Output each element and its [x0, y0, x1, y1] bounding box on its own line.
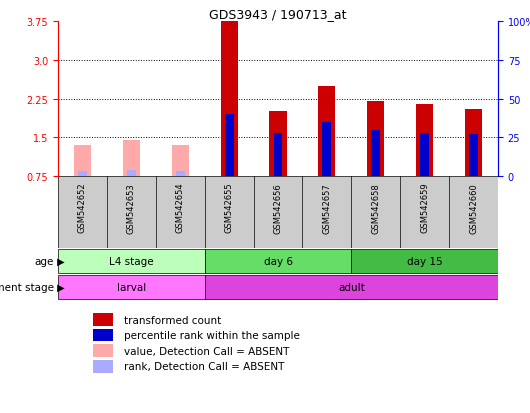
Text: percentile rank within the sample: percentile rank within the sample [124, 330, 300, 340]
Bar [78, 172, 87, 177]
Text: adult: adult [338, 282, 365, 292]
Text: GSM542652: GSM542652 [78, 182, 87, 233]
Text: value, Detection Call = ABSENT: value, Detection Call = ABSENT [124, 346, 289, 356]
Text: GSM542654: GSM542654 [176, 182, 185, 233]
Bar [319, 86, 335, 177]
Text: day 6: day 6 [263, 256, 293, 266]
Text: GSM542657: GSM542657 [322, 182, 331, 233]
Text: GSM542656: GSM542656 [273, 182, 282, 233]
Bar [74, 146, 91, 177]
Bar [465, 109, 482, 177]
Bar [58, 249, 205, 274]
Bar [58, 275, 205, 300]
Bar [123, 140, 140, 177]
Bar [351, 249, 498, 274]
Bar [127, 171, 136, 177]
Bar [416, 104, 433, 177]
Bar [469, 135, 478, 177]
Bar [225, 115, 234, 177]
Text: day 15: day 15 [407, 256, 443, 266]
Bar [205, 275, 498, 300]
Text: ▶: ▶ [54, 282, 65, 292]
Text: GSM542660: GSM542660 [469, 182, 478, 233]
Text: development stage: development stage [0, 282, 54, 292]
Bar [93, 313, 113, 326]
Text: GSM542653: GSM542653 [127, 182, 136, 233]
Text: GSM542655: GSM542655 [225, 182, 234, 233]
Text: transformed count: transformed count [124, 315, 221, 325]
Text: rank, Detection Call = ABSENT: rank, Detection Call = ABSENT [124, 361, 285, 371]
Bar [176, 172, 184, 177]
Text: GSM542659: GSM542659 [420, 182, 429, 233]
Text: L4 stage: L4 stage [109, 256, 154, 266]
Text: GSM542658: GSM542658 [372, 182, 381, 233]
Bar [220, 22, 237, 177]
Title: GDS3943 / 190713_at: GDS3943 / 190713_at [209, 8, 347, 21]
Bar [322, 122, 331, 177]
Bar [420, 133, 429, 177]
Text: ▶: ▶ [54, 256, 65, 266]
Bar [372, 130, 380, 177]
Bar [172, 146, 189, 177]
Text: age: age [34, 256, 54, 266]
Bar [273, 133, 282, 177]
Bar [205, 249, 351, 274]
Bar [93, 344, 113, 357]
Bar [93, 329, 113, 342]
Bar [367, 102, 384, 177]
Bar [93, 360, 113, 373]
Bar [269, 112, 287, 177]
Text: larval: larval [117, 282, 146, 292]
